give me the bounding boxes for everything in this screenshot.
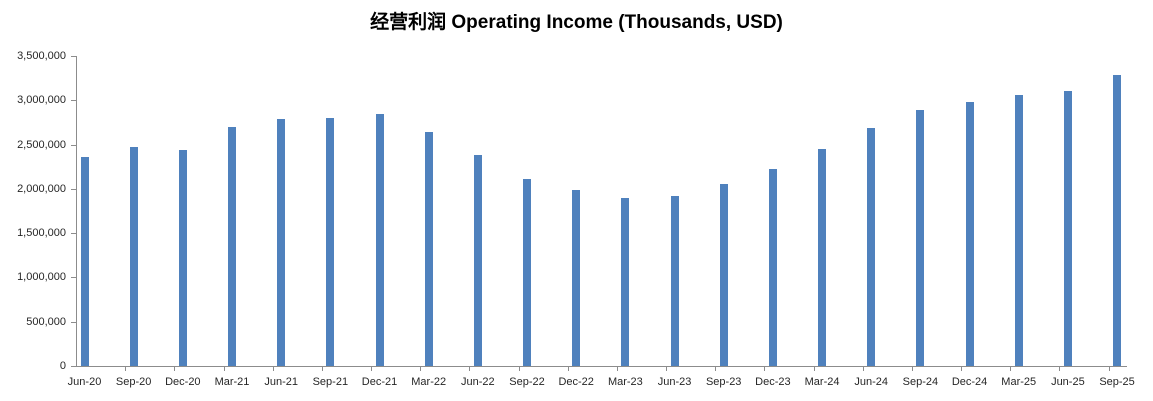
x-axis-tick: [961, 367, 963, 371]
bar: [572, 189, 581, 366]
bar: [965, 102, 974, 366]
y-axis-tick: [71, 188, 76, 190]
x-axis-tick: [321, 367, 323, 371]
bar: [277, 118, 286, 366]
bar: [1063, 91, 1072, 366]
y-axis-tick-label: 1,000,000: [17, 271, 66, 284]
x-axis-tick: [911, 367, 913, 371]
bar: [178, 149, 187, 366]
x-category-label: Dec-24: [951, 376, 988, 388]
y-axis-tick: [71, 321, 76, 323]
x-axis-tick: [469, 367, 471, 371]
bar: [523, 179, 532, 366]
bar: [768, 169, 777, 366]
y-axis-tick-label: 1,500,000: [17, 227, 66, 240]
x-axis-tick: [1108, 367, 1110, 371]
y-axis-tick: [71, 144, 76, 146]
x-axis-tick: [223, 367, 225, 371]
x-category-label: Sep-22: [509, 376, 545, 388]
y-axis-line: [76, 56, 77, 367]
y-axis-tick-label: 0: [59, 360, 66, 372]
y-axis-tick: [71, 233, 76, 235]
bar: [473, 155, 482, 366]
x-axis-tick: [125, 367, 127, 371]
y-axis-tick-label: 500,000: [26, 315, 66, 328]
bar: [916, 110, 925, 366]
x-category-label: Dec-23: [755, 376, 791, 388]
x-category-label: Jun-23: [657, 376, 692, 388]
x-axis-tick: [1010, 367, 1012, 371]
x-category-label: Dec-21: [361, 376, 398, 388]
x-category-label: Mar-24: [804, 376, 840, 388]
x-axis-tick: [420, 367, 422, 371]
x-axis-tick: [371, 367, 373, 371]
bar: [424, 132, 433, 366]
x-axis-tick: [272, 367, 274, 371]
bar: [326, 118, 335, 366]
bar: [670, 195, 679, 366]
x-axis-tick: [174, 367, 176, 371]
y-axis-tick: [71, 100, 76, 102]
bar: [621, 197, 630, 366]
x-category-label: Jun-25: [1051, 376, 1085, 388]
y-axis-tick-label: 2,000,000: [17, 182, 66, 195]
x-axis-tick: [616, 367, 618, 371]
x-category-label: Sep-25: [1099, 376, 1135, 388]
x-category-label: Sep-20: [115, 376, 152, 388]
x-category-label: Mar-21: [214, 376, 250, 388]
x-category-label: Dec-20: [165, 376, 201, 388]
x-axis-tick: [666, 367, 668, 371]
bar: [719, 183, 728, 366]
x-axis-tick: [715, 367, 717, 371]
y-axis-tick: [71, 366, 76, 367]
x-category-label: Jun-24: [854, 376, 889, 388]
x-category-label: Sep-24: [902, 376, 939, 388]
y-axis-tick-label: 2,500,000: [17, 138, 66, 151]
x-category-label: Mar-22: [411, 376, 447, 388]
x-axis-tick: [764, 367, 766, 371]
x-axis-tick: [813, 367, 815, 371]
bar: [80, 156, 89, 366]
y-axis-tick-label: 3,500,000: [17, 50, 66, 62]
y-axis-tick-label: 3,000,000: [17, 94, 66, 107]
y-axis-tick: [71, 56, 76, 57]
x-category-label: Jun-21: [264, 376, 298, 388]
x-category-label: Jun-20: [67, 376, 102, 388]
bar: [129, 147, 138, 366]
x-category-label: Dec-22: [558, 376, 594, 388]
x-category-label: Mar-23: [607, 376, 643, 388]
y-axis-tick: [71, 277, 76, 279]
bar: [228, 126, 236, 366]
x-category-label: Mar-25: [1001, 376, 1037, 388]
x-axis-tick: [862, 367, 864, 371]
x-category-label: Sep-21: [312, 376, 349, 388]
bar: [375, 113, 384, 366]
bar: [1113, 75, 1122, 366]
bar: [818, 149, 827, 366]
x-category-label: Jun-22: [461, 376, 495, 388]
x-axis-tick: [518, 367, 520, 371]
x-category-label: Sep-23: [705, 376, 742, 388]
x-axis-line: [76, 366, 1127, 367]
x-axis-tick: [567, 367, 569, 371]
bar: [867, 127, 876, 366]
chart-title: 经营利润 Operating Income (Thousands, USD): [370, 12, 783, 33]
bar: [1014, 94, 1023, 366]
x-axis-tick: [1059, 367, 1061, 371]
